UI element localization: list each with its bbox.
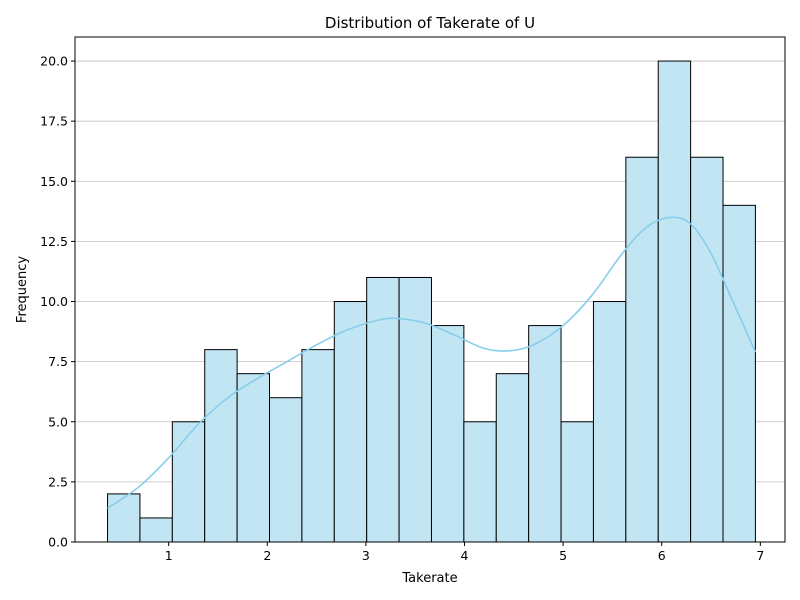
histogram-bar-16: [625, 156, 659, 543]
plot-frame: [74, 36, 786, 543]
histogram-bar-17: [657, 60, 692, 543]
x-tick-label-5: 6: [658, 548, 666, 563]
bar-layer: [107, 60, 756, 543]
x-tick-label-2: 3: [362, 548, 370, 563]
histogram-bar-8: [366, 276, 400, 543]
histogram-bar-9: [398, 276, 432, 543]
histogram-bar-0: [107, 493, 141, 543]
histogram-bar-6: [301, 349, 335, 543]
chart-title: Distribution of Takerate of U: [325, 14, 535, 32]
x-axis-label: Takerate: [401, 571, 457, 586]
x-tick-label-1: 2: [263, 548, 271, 563]
y-tick-label-4: 10.0: [40, 294, 68, 309]
y-axis-label: Frequency: [15, 256, 30, 323]
histogram-bar-14: [560, 421, 594, 543]
kde-layer: [107, 216, 757, 509]
histogram-bar-18: [690, 156, 724, 543]
y-tick-label-0: 0.0: [48, 535, 68, 550]
x-tick-label-4: 5: [559, 548, 567, 563]
histogram-bar-19: [722, 204, 756, 543]
x-tick-label-6: 7: [756, 548, 764, 563]
y-tick-label-7: 17.5: [40, 114, 68, 129]
kde-curve: [107, 216, 757, 509]
histogram-bar-7: [333, 301, 368, 543]
histogram-bar-4: [236, 373, 271, 543]
histogram-bar-2: [171, 421, 206, 543]
y-tick-label-8: 20.0: [40, 54, 68, 69]
y-tick-label-2: 5.0: [48, 414, 68, 429]
y-tick-label-6: 15.0: [40, 174, 68, 189]
histogram-bar-15: [592, 301, 627, 543]
histogram-bar-5: [269, 397, 303, 543]
y-tick-label-1: 2.5: [48, 474, 68, 489]
histogram-bar-12: [495, 373, 530, 543]
x-tick-label-3: 4: [461, 548, 469, 563]
histogram-bar-10: [430, 325, 465, 543]
histogram-bar-13: [528, 325, 562, 543]
histogram-bar-1: [139, 517, 173, 543]
x-tick-label-0: 1: [165, 548, 173, 563]
tick-layer: 1 2 3 4 5 6 7 0.0 2.5 5.0 7.5 10.0 12.5 15.0 17.5 20.0: [40, 54, 764, 563]
y-tick-label-3: 7.5: [48, 354, 68, 369]
histogram-bar-11: [463, 421, 497, 543]
y-tick-label-5: 12.5: [40, 234, 68, 249]
histogram-bar-3: [204, 349, 238, 543]
